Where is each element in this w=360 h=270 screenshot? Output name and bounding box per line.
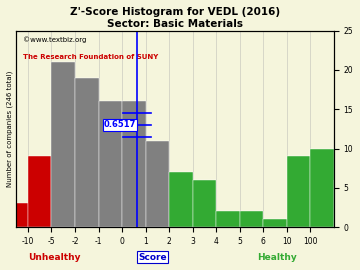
- Text: The Research Foundation of SUNY: The Research Foundation of SUNY: [23, 54, 158, 60]
- Bar: [169, 172, 193, 227]
- Bar: [263, 219, 287, 227]
- Bar: [240, 211, 263, 227]
- Text: ©www.textbiz.org: ©www.textbiz.org: [23, 37, 86, 43]
- Bar: [75, 78, 99, 227]
- Bar: [99, 102, 122, 227]
- Title: Z'-Score Histogram for VEDL (2016)
Sector: Basic Materials: Z'-Score Histogram for VEDL (2016) Secto…: [70, 7, 280, 29]
- Text: Score: Score: [139, 252, 167, 262]
- Text: Unhealthy: Unhealthy: [28, 252, 81, 262]
- Y-axis label: Number of companies (246 total): Number of companies (246 total): [7, 71, 13, 187]
- Bar: [334, 180, 357, 227]
- Bar: [193, 180, 216, 227]
- Text: 0.6517: 0.6517: [104, 120, 136, 129]
- Bar: [51, 62, 75, 227]
- Bar: [4, 204, 28, 227]
- Bar: [28, 156, 51, 227]
- Bar: [0, 204, 4, 227]
- Bar: [122, 102, 145, 227]
- Bar: [216, 211, 240, 227]
- Bar: [145, 141, 169, 227]
- Bar: [310, 148, 334, 227]
- Bar: [287, 156, 310, 227]
- Text: Healthy: Healthy: [257, 252, 296, 262]
